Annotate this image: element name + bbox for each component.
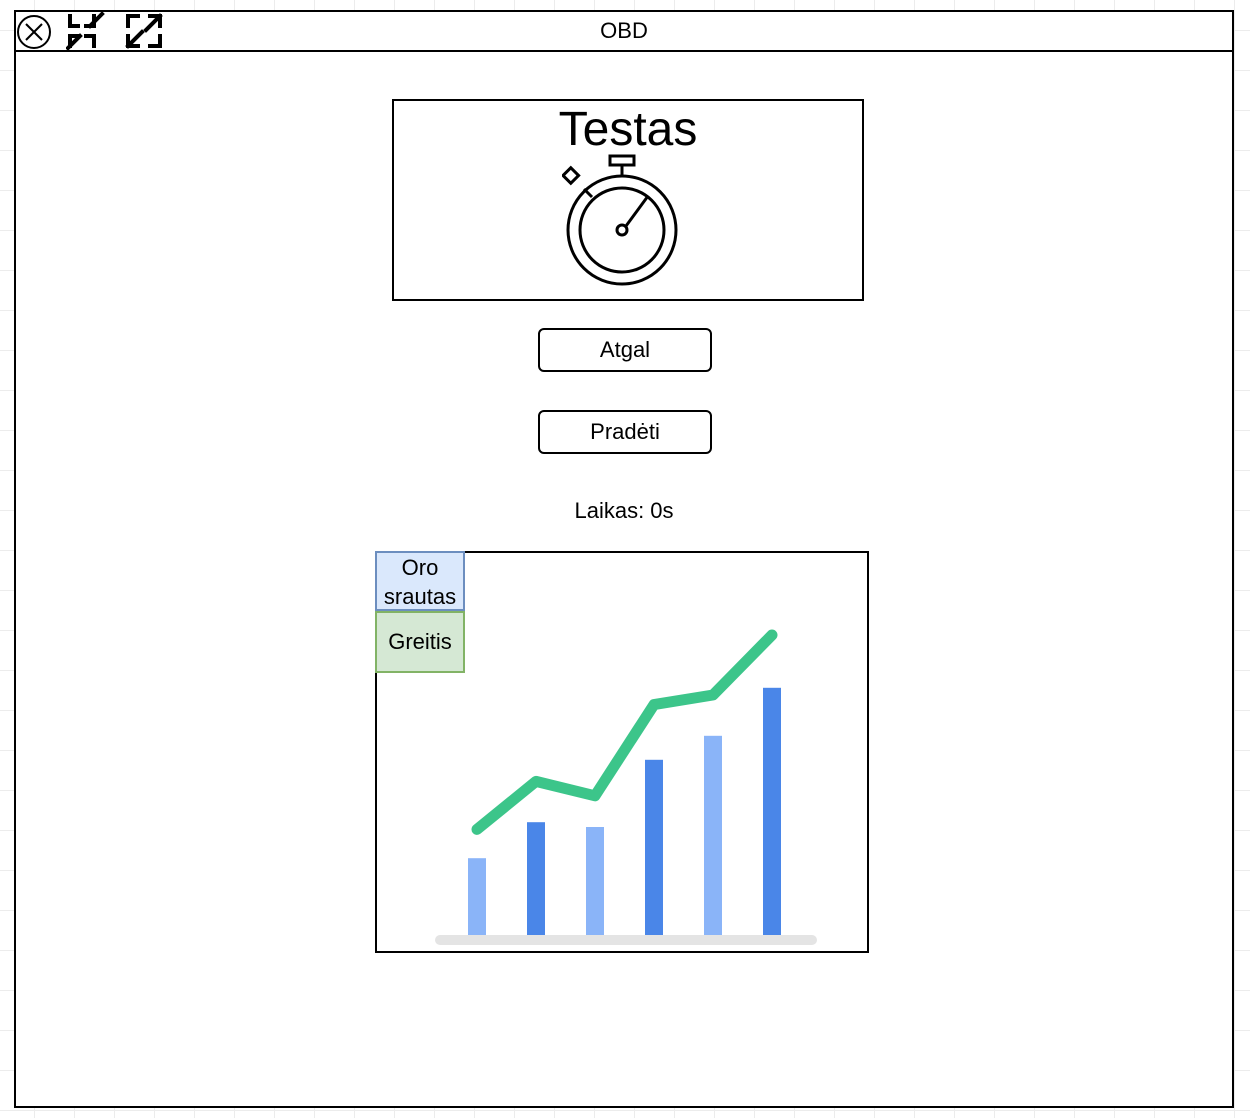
elapsed-time: Laikas: 0s (574, 498, 674, 523)
chart-line-speed (471, 629, 778, 835)
legend-air-flow: Oro srautas (375, 551, 465, 611)
title-bar: OBD (16, 12, 1232, 52)
chart-bar-6 (763, 687, 781, 935)
chart-bar-2 (527, 822, 545, 935)
chart-baseline (435, 935, 817, 945)
window-title: OBD (600, 18, 648, 43)
maximize-arrows-icon[interactable] (124, 12, 164, 50)
chart-bar-1 (468, 858, 486, 935)
close-icon[interactable] (16, 14, 54, 52)
test-card-title: Testas (558, 103, 698, 156)
minimize-arrows-icon[interactable] (66, 12, 106, 50)
chart-bar-5 (704, 735, 722, 935)
obd-window: OBD Testas Atgal Pradėti Laikas: 0s (14, 10, 1234, 1108)
chart-bar-3 (586, 827, 604, 935)
chart-panel: Oro srautas Greitis (375, 551, 869, 953)
chart-plot (435, 629, 817, 945)
start-button[interactable]: Pradėti (538, 410, 712, 454)
chart-bar-4 (645, 759, 663, 935)
back-button[interactable]: Atgal (538, 328, 712, 372)
test-card: Testas (392, 99, 864, 301)
stopwatch-icon (560, 153, 686, 294)
legend-speed: Greitis (375, 611, 465, 673)
